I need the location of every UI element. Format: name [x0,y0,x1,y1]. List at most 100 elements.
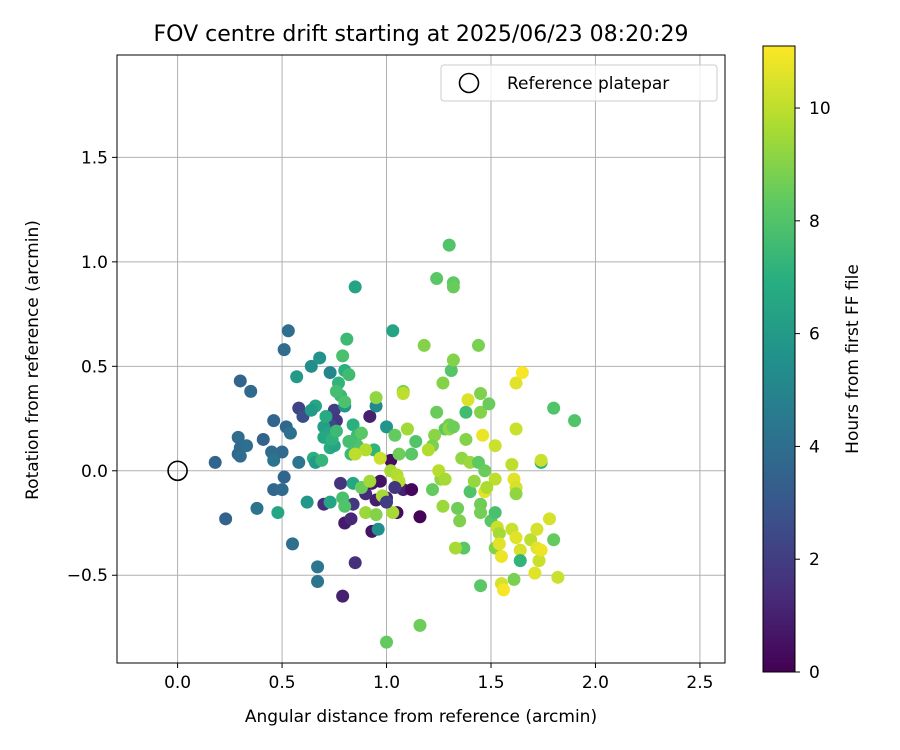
data-point [430,272,444,286]
y-tick-label: 1.0 [81,253,108,273]
data-point [334,476,348,490]
data-point [233,374,247,388]
data-point [304,359,318,373]
grid [117,55,725,663]
data-point [444,363,458,377]
data-point [340,332,354,346]
data-point [459,432,473,446]
data-point [369,391,383,405]
data-point [446,420,460,434]
data-point [359,443,373,457]
data-point [530,522,544,536]
colorbar-tick-label: 6 [809,325,820,345]
data-point [417,338,431,352]
data-point [380,635,394,649]
data-point [436,499,450,513]
data-point [534,543,548,557]
data-point [509,487,523,501]
data-point [428,428,442,442]
data-point [369,508,383,522]
data-point [275,483,289,497]
y-tick-label: −0.5 [67,566,108,586]
data-point [442,238,456,252]
data-point [509,376,523,390]
data-point [271,506,285,520]
data-point [292,455,306,469]
data-point [338,395,352,409]
colorbar-tick-label: 2 [809,550,820,570]
colorbar: 0 2 4 6 8 10 Hours from first FF file [762,45,863,683]
data-point [380,420,394,434]
plot-area-frame [116,54,726,664]
data-point [311,575,325,589]
data-point [551,570,565,584]
data-point [275,445,289,459]
data-point [507,572,521,586]
data-point [319,409,333,423]
data-point [528,566,542,580]
colorbar-tick-label: 0 [809,663,820,683]
data-point [283,426,297,440]
colorbar-label: Hours from first FF file [843,264,863,454]
data-point [542,512,556,526]
data-point [290,370,304,384]
data-point [471,338,485,352]
data-point [547,533,561,547]
data-point [388,428,402,442]
x-tick-label: 2.0 [582,673,609,693]
legend-marker-icon [458,72,480,94]
data-point [315,453,329,467]
x-tick-label: 2.5 [686,673,713,693]
data-point [534,453,548,467]
data-point [348,447,362,461]
data-point [277,343,291,357]
data-point [463,485,477,499]
y-tick-label: 0.5 [81,357,108,377]
legend-box [440,64,718,102]
data-point [480,480,494,494]
data-point [323,366,337,380]
data-point [446,353,460,367]
data-point [451,501,465,515]
data-point [267,453,281,467]
data-point [344,512,358,526]
colorbar-tick-label: 4 [809,437,820,457]
chart-title: FOV centre drift starting at 2025/06/23 … [154,22,689,47]
data-point [476,428,490,442]
data-point [409,435,423,449]
data-point [300,495,314,509]
colorbar-gradient [762,45,796,673]
data-point [513,543,527,557]
data-point [413,510,427,524]
data-point [363,474,377,488]
axis-ticks: 0.0 0.5 1.0 1.5 2.0 2.5 −0.5 0.0 0.5 1.0 1.5 [67,148,714,693]
data-point [348,556,362,570]
data-point [482,397,496,411]
data-point [336,589,350,603]
data-point [405,483,419,497]
x-axis-label: Angular distance from reference (arcmin) [245,707,597,727]
x-tick-label: 0.5 [269,673,296,693]
data-point [304,403,318,417]
data-point [509,531,523,545]
data-point [488,472,502,486]
data-point [568,414,582,428]
legend-label: Reference platepar [507,74,669,94]
data-point [494,549,508,563]
y-tick-label: 0.0 [81,462,108,482]
data-point [453,514,467,528]
data-point [373,474,387,488]
data-point [244,384,258,398]
data-point [467,474,481,488]
data-point [336,349,350,363]
data-point [478,464,492,478]
data-point [515,366,529,380]
data-point [448,541,462,555]
data-point [492,537,506,551]
colorbar-tick-label: 8 [809,212,820,232]
data-point [492,526,506,540]
data-point [459,405,473,419]
data-point [488,439,502,453]
data-point [547,401,561,415]
